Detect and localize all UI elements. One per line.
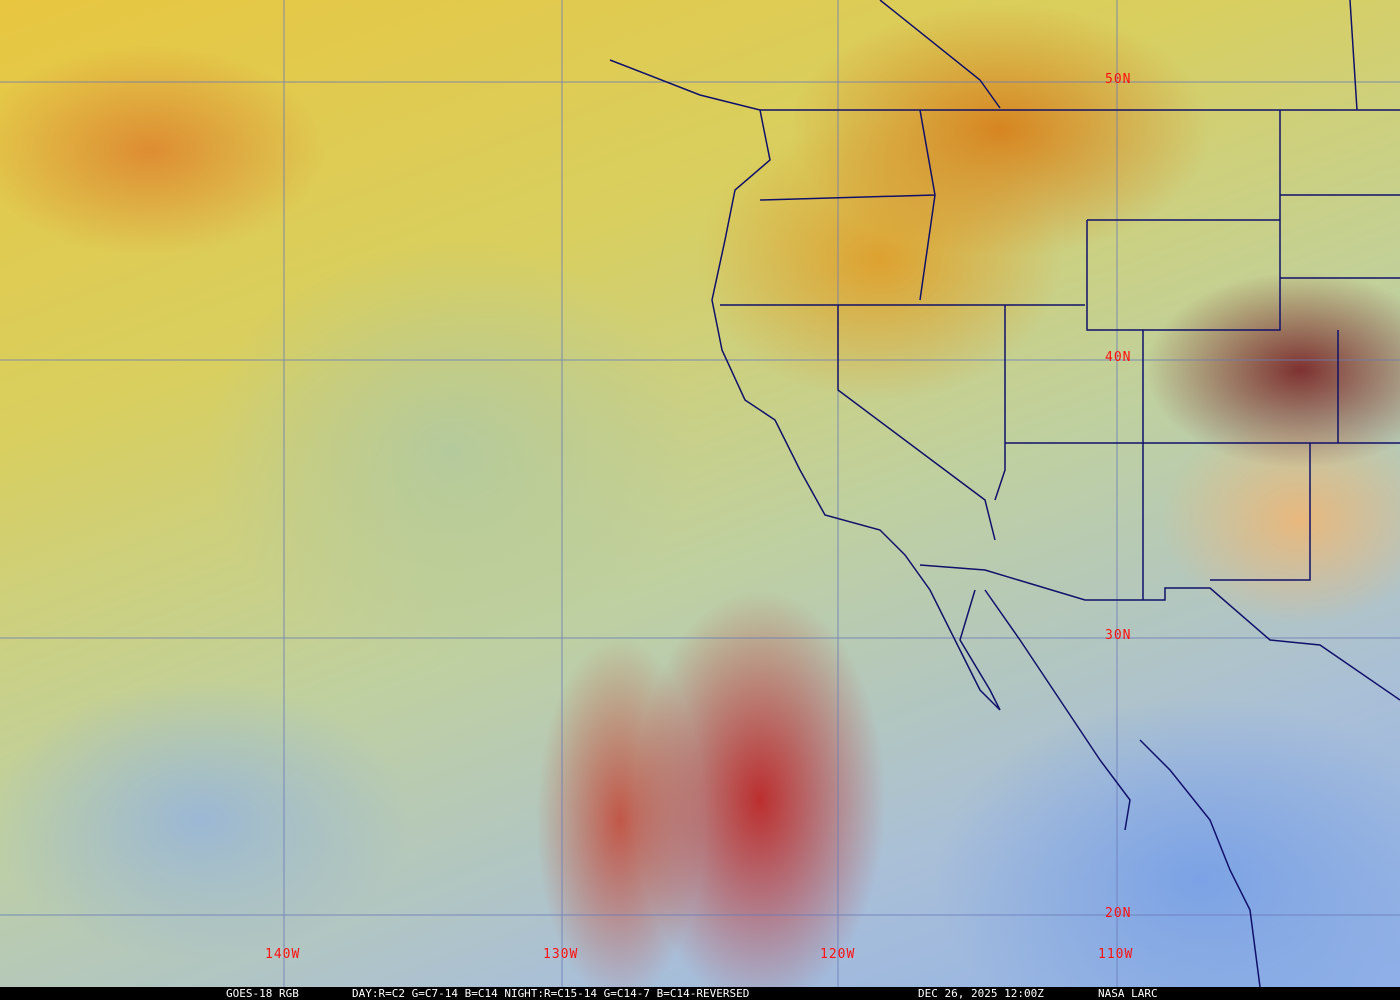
latitude-label-40n: 40N [1105, 350, 1132, 365]
longitude-label-130w: 130W [543, 947, 579, 962]
source: NASA LARC [1098, 987, 1158, 1000]
caption-bar: GOES-18 RGB DAY:R=C2 G=C7-14 B=C14 NIGHT… [0, 987, 1400, 1000]
canada-province-border [879, 0, 1358, 111]
latitude-label-50n: 50N [1105, 72, 1132, 87]
boundaries [609, 0, 1400, 987]
coastline [609, 59, 1261, 987]
latitude-label-20n: 20N [1105, 906, 1132, 921]
satellite-name: GOES-18 RGB [226, 987, 299, 1000]
longitude-label-120w: 120W [820, 947, 856, 962]
longitude-label-110w: 110W [1098, 947, 1134, 962]
product-description: DAY:R=C2 G=C7-14 B=C14 NIGHT:R=C15-14 G=… [352, 987, 750, 1000]
state-borders [720, 109, 1400, 701]
latitude-label-30n: 30N [1105, 628, 1132, 643]
timestamp: DEC 26, 2025 12:00Z [918, 987, 1044, 1000]
longitude-label-140w: 140W [265, 947, 301, 962]
